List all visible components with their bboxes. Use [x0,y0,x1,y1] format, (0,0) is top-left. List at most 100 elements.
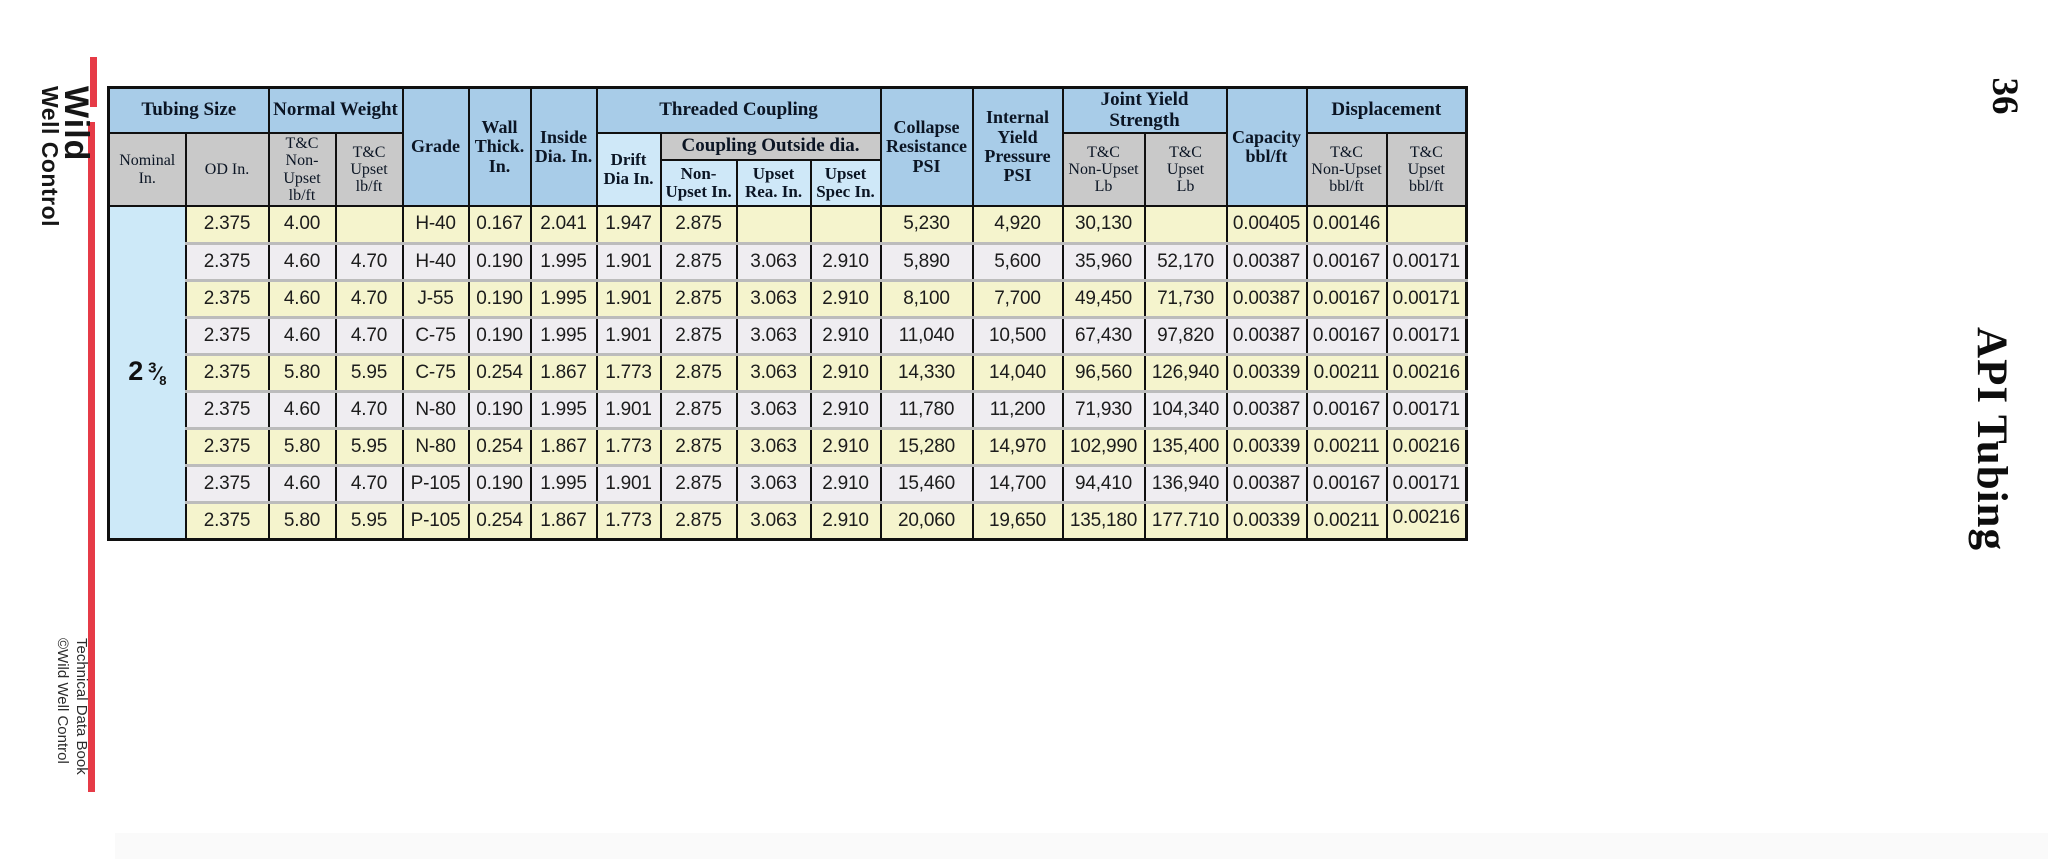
table-cell: 0.00171 [1385,389,1468,429]
table-cell: 1.867 [529,352,598,392]
table-cell: 14,330 [879,352,974,392]
table-cell: 0.00339 [1225,500,1308,540]
table-row: 2.375 4.60 4.70 H-40 0.190 1.995 1.901 2.875 3.0… [109,241,1468,281]
table-cell: 0.254 [467,426,532,466]
table-cell: 3.063 [735,352,812,392]
table-row: 2.375 5.80 5.95 P-105 0.254 1.867 1.773 2.875 3.… [109,500,1468,540]
table-cell: 0.00339 [1225,352,1308,392]
table-cell: 0.00167 [1305,315,1388,355]
table-cell: 3.063 [735,278,812,318]
table-cell: P-105 [401,463,470,503]
table-cell: 2.375 [184,278,270,318]
table-cell [1143,205,1228,244]
table-cell [1385,205,1468,244]
table-cell: 104,340 [1143,389,1228,429]
table-cell: 0.190 [467,315,532,355]
table-cell: 10,500 [971,315,1064,355]
table-cell: 2.910 [809,426,882,466]
table-cell: 94,410 [1061,463,1146,503]
table-cell: 0.167 [467,205,532,244]
table-cell: 2.875 [659,278,738,318]
table-cell: 5.95 [334,352,404,392]
table-cell: 2.910 [809,500,882,540]
table-cell: 4.70 [334,389,404,429]
table-cell: 96,560 [1061,352,1146,392]
table-cell: 2.910 [809,241,882,281]
table-cell: 1.901 [595,463,662,503]
table-cell: C-75 [401,315,470,355]
table-cell: 0.00387 [1225,315,1308,355]
table-cell: 0.00216 [1385,352,1468,392]
group-threaded-coupling: Threaded Coupling [595,86,882,135]
table-cell: 1.901 [595,389,662,429]
table-cell: 0.00216 [1385,500,1468,540]
table-cell: 35,960 [1061,241,1146,281]
table-cell: 71,930 [1061,389,1146,429]
table-cell: 1.773 [595,426,662,466]
table-cell: 2.375 [184,426,270,466]
table-cell: 4.60 [267,463,337,503]
col-jys-non-upset: T&C Non-Upset Lb [1061,132,1146,208]
table-cell: 5.95 [334,500,404,540]
table-cell: 2.375 [184,500,270,540]
footer-copyright-text: Technical Data Book ©Wild Well Control [54,638,90,775]
table-cell: 4.70 [334,463,404,503]
group-coupling-outside-dia: Coupling Outside dia. [659,132,882,162]
table-row: 2 3⁄8 2.375 4.00 H-40 0.167 2.041 1.947 2.875 5,… [107,205,1468,540]
table-cell: 7,700 [971,278,1064,318]
table-cell: 0.00167 [1305,241,1388,281]
table-cell: 19,650 [971,500,1064,540]
table-cell: 30,130 [1061,205,1146,244]
table-cell: 97,820 [1143,315,1228,355]
nominal-size-cell: 2 3⁄8 [107,205,187,540]
table-cell [735,205,812,244]
table-cell: 2.041 [529,205,598,244]
table-row: 2.375 4.60 4.70 N-80 0.190 1.995 1.901 2.875 3.0… [109,389,1468,429]
group-tubing-size: Tubing Size [107,86,270,135]
table-cell: 2.875 [659,315,738,355]
col-nominal: Nominal In. [107,132,187,208]
table-cell: 0.190 [467,463,532,503]
col-coupling-upset-spec: Upset Spec In. [809,159,882,208]
table-cell: 1.995 [529,278,598,318]
table-cell: H-40 [401,205,470,244]
table-cell: 0.00405 [1225,205,1308,244]
table-cell: 2.375 [184,241,270,281]
table-cell: 1.901 [595,241,662,281]
table-cell: 1.995 [529,241,598,281]
table-cell: 14,040 [971,352,1064,392]
table-cell: 2.875 [659,352,738,392]
table-cell: 52,170 [1143,241,1228,281]
table-cell: 3.063 [735,241,812,281]
table-cell: 4.00 [267,205,337,244]
table-cell: 2.875 [659,205,738,244]
table-cell: 0.190 [467,389,532,429]
table-cell: N-80 [401,389,470,429]
table-cell: 4.70 [334,315,404,355]
table-cell: 0.00216 [1385,426,1468,466]
wild-well-control-logo: Wild Well Control [36,86,95,330]
table-cell: 67,430 [1061,315,1146,355]
table-cell: 1.995 [529,315,598,355]
page-number: 36 [1984,77,2025,115]
table-cell: 0.00211 [1305,500,1388,540]
table-cell: 14,700 [971,463,1064,503]
table-cell: 5,600 [971,241,1064,281]
table-cell: 2.375 [184,389,270,429]
col-coupling-upset-rea: Upset Rea. In. [735,159,812,208]
table-cell: 177.710 [1143,500,1228,540]
table-cell: 2.910 [809,315,882,355]
table-cell: J-55 [401,278,470,318]
table-cell: 5.80 [267,500,337,540]
table-cell: 1.947 [595,205,662,244]
table-cell: 2.875 [659,463,738,503]
table-cell: 1.773 [595,500,662,540]
table-cell: P-105 [401,500,470,540]
table-cell: 8,100 [879,278,974,318]
col-od: OD In. [184,132,270,208]
table-cell: 15,280 [879,426,974,466]
table-row: 2.375 5.80 5.95 N-80 0.254 1.867 1.773 2.875 3.0… [109,426,1468,466]
col-drift-dia: Drift Dia In. [595,132,662,208]
col-weight-non-upset: T&C Non- Upset lb/ft [267,132,337,208]
table-cell: 0.190 [467,278,532,318]
